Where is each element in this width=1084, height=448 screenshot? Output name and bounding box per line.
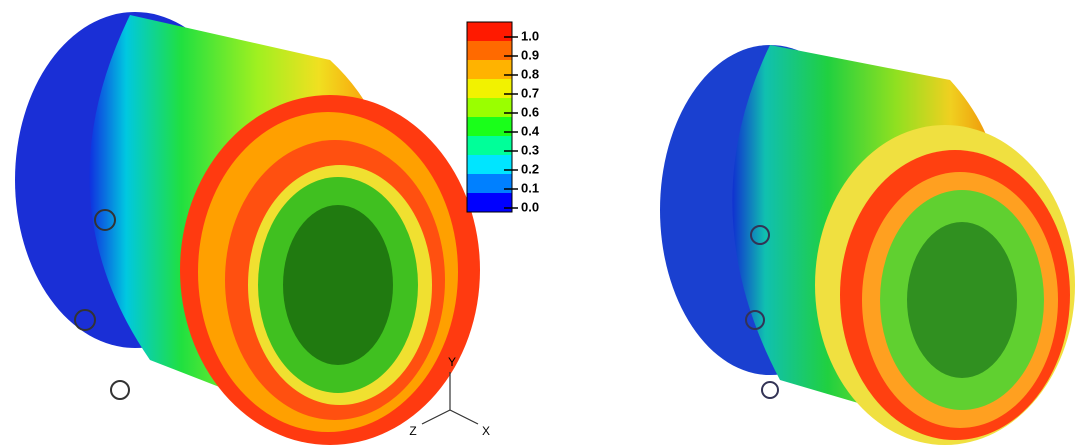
colorbar-band [467,136,512,155]
colorbar-band [467,117,512,136]
colorbar-band [467,41,512,60]
colorbar-label: 0.0 [521,199,539,214]
bolt [762,382,778,398]
axis-label: Z [409,424,416,438]
colorbar-label: 0.4 [521,123,540,138]
colorbar-band [467,60,512,79]
bolt [111,381,129,399]
colorbar-label: 0.8 [521,66,539,81]
colorbar-label: 0.3 [521,142,539,157]
axis-line [450,410,478,424]
axis-label: X [482,424,490,438]
colorbar-band [467,79,512,98]
colorbar-band [467,98,512,117]
render-right [660,45,1075,445]
hub-center [283,205,393,365]
colorbar-label: 0.7 [521,85,539,100]
colorbar-band [467,155,512,174]
colorbar-band [467,193,512,212]
axis-label: Y [448,355,456,369]
figure: 1.0 0.9 0.8 0.7 0.6 0.4 0.3 0.2 0.1 0.0 Y Z X [0,0,1084,448]
colorbar: 1.0 0.9 0.8 0.7 0.6 0.4 0.3 0.2 0.1 0.0 [467,22,540,214]
colorbar-label: 0.6 [521,104,539,119]
colorbar-band [467,174,512,193]
colorbar-label: 0.9 [521,47,539,62]
axis-line [422,410,450,424]
render-left [15,12,480,445]
hub-center [907,222,1017,378]
colorbar-band [467,22,512,41]
colorbar-label: 1.0 [521,28,539,43]
colorbar-label: 0.1 [521,180,539,195]
colorbar-label: 0.2 [521,161,539,176]
